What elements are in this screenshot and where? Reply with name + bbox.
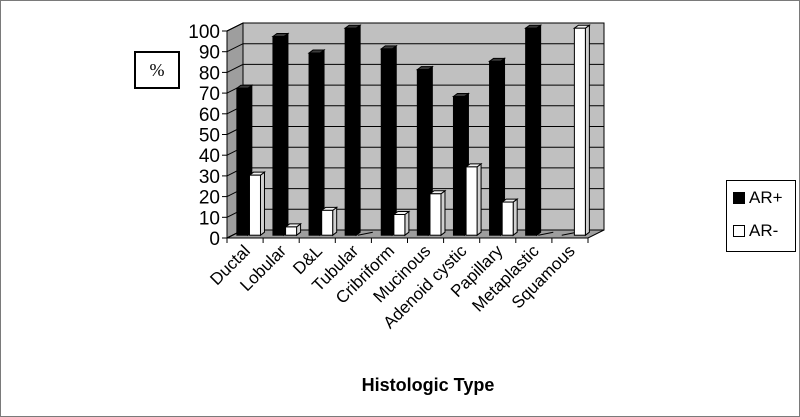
gridline: [226, 63, 604, 73]
bar-front: [393, 214, 406, 236]
bar-front: [489, 60, 502, 236]
legend-item-ar-plus: AR+: [733, 188, 783, 208]
bar-front: [416, 69, 429, 236]
y-tick-label: 90: [199, 43, 220, 64]
bar-side: [319, 49, 325, 237]
bar-ar-plus: [524, 24, 543, 237]
bar-ar-minus: [357, 231, 373, 236]
y-axis-label: %: [134, 51, 180, 89]
bar-ar-minus: [464, 162, 483, 237]
bar-front: [308, 52, 321, 236]
y-tick-label: 60: [199, 105, 220, 126]
bar-side: [512, 198, 518, 237]
bar-ar-minus: [392, 210, 411, 237]
bar-side: [476, 162, 482, 237]
bar-side: [404, 210, 410, 237]
y-tick-label: 30: [199, 167, 220, 188]
bar-front: [465, 166, 478, 236]
bar-ar-minus: [428, 189, 447, 237]
legend-swatch-ar-plus: [733, 192, 745, 204]
bar-ar-minus: [284, 222, 303, 237]
bar-front: [236, 87, 249, 236]
legend-label-ar-minus: AR-: [749, 221, 779, 240]
legend-label-ar-plus: AR+: [749, 188, 783, 207]
y-tick-label: 20: [199, 188, 220, 209]
y-tick-label: 100: [188, 22, 220, 43]
y-tick-label: 40: [199, 146, 220, 167]
y-tick-label: 0: [209, 229, 220, 250]
bar-side: [283, 32, 289, 237]
bar-empty: [357, 231, 373, 236]
bar-side: [355, 24, 361, 237]
bar-ar-plus: [379, 44, 398, 237]
y-tick-label: 10: [199, 208, 220, 229]
bar-ar-minus: [500, 198, 519, 237]
gridline: [226, 22, 604, 32]
y-tick-label: 70: [199, 84, 220, 105]
bar-front: [501, 201, 514, 236]
legend-swatch-ar-minus: [733, 225, 745, 237]
bar-front: [452, 96, 465, 236]
bar-front: [321, 209, 334, 236]
bar-side: [536, 24, 542, 237]
bars: [235, 24, 591, 237]
bar-ar-minus: [320, 206, 339, 237]
bar-front: [344, 27, 357, 236]
bar-ar-plus: [343, 24, 362, 237]
legend: AR+ AR-: [726, 180, 796, 252]
bar-ar-plus: [307, 49, 326, 237]
bar-front: [380, 48, 393, 236]
bar-front: [573, 27, 586, 236]
bar-side: [391, 44, 397, 237]
y-tick-label: 80: [199, 63, 220, 84]
bar-side: [259, 171, 265, 237]
bar-front: [285, 226, 298, 236]
bar-ar-plus: [415, 65, 434, 237]
bar-empty: [538, 231, 554, 236]
bar-side: [440, 189, 446, 237]
gridline: [226, 43, 604, 53]
y-tick-label: 50: [199, 126, 220, 147]
bar-front: [248, 174, 261, 236]
bar-ar-minus: [572, 24, 591, 237]
bar-ar-minus: [538, 231, 554, 236]
bar-side: [584, 24, 590, 237]
bar-ar-minus: [247, 171, 266, 237]
bar-ar-plus: [271, 32, 290, 237]
bar-front: [525, 27, 538, 236]
legend-item-ar-minus: AR-: [733, 221, 778, 241]
bar-side: [332, 206, 338, 237]
x-axis-label: Histologic Type: [362, 375, 495, 395]
bar-front: [429, 193, 442, 236]
bar-front: [272, 35, 285, 236]
